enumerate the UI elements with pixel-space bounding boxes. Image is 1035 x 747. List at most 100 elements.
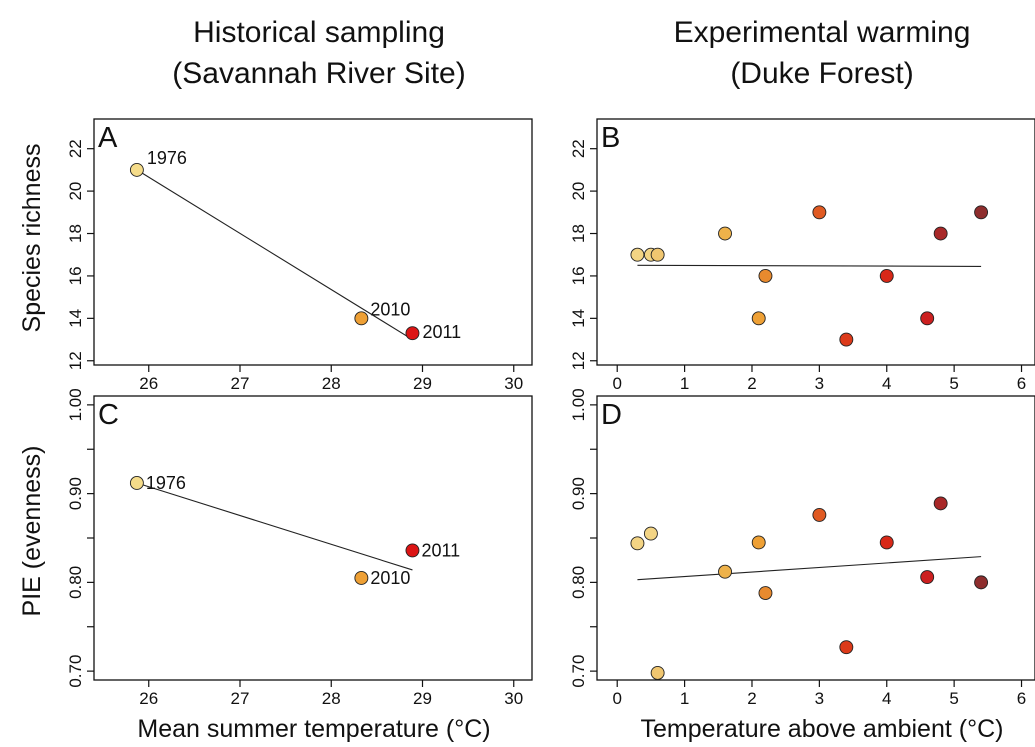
y-tick-label: 1.00: [569, 388, 588, 421]
data-point: [920, 311, 935, 326]
y-tick-label: 20: [66, 182, 85, 201]
x-tick-label: 29: [413, 374, 432, 393]
x-tick-label: 2: [747, 689, 756, 708]
panel-letter: B: [601, 122, 620, 154]
point-label: 1976: [146, 473, 186, 493]
point-label: 2010: [370, 299, 410, 319]
data-point: [650, 247, 665, 262]
data-point: [354, 311, 369, 326]
data-point: [920, 570, 935, 584]
x-tick-label: 3: [815, 374, 824, 393]
x-tick-label: 0: [612, 689, 621, 708]
y-tick-label: 12: [66, 351, 85, 370]
plot-area: [129, 476, 420, 585]
data-point: [933, 226, 948, 241]
data-point: [650, 665, 665, 680]
y-tick-label: 0.70: [66, 655, 85, 688]
data-point: [630, 247, 645, 262]
data-point: [879, 535, 894, 550]
x-tick-label: 4: [882, 689, 891, 708]
x-tick-label: 28: [322, 689, 341, 708]
x-tick-label: 5: [949, 689, 958, 708]
panel-letter: D: [601, 399, 622, 431]
x-tick-label: 27: [231, 374, 250, 393]
fit-line: [136, 482, 413, 571]
x-axis-label-mean-summer-temperature: Mean summer temperature (°C): [137, 715, 490, 743]
point-label: 2011: [421, 540, 460, 560]
y-tick-label: 16: [569, 266, 588, 285]
panel-a: A 26 27 28 29 30 12 14 16 18 20 22 1976 2010 2011: [66, 118, 533, 393]
x-tick-label: 26: [139, 374, 158, 393]
data-point: [129, 162, 144, 177]
plot-area: [630, 205, 989, 347]
left-column-title-line1: Historical sampling: [193, 16, 445, 49]
data-point: [974, 205, 989, 220]
data-point: [718, 564, 732, 579]
y-tick-label: 20: [569, 182, 588, 201]
x-tick-label: 29: [413, 689, 432, 708]
point-label: 2011: [422, 322, 461, 342]
point-label: 1976: [147, 148, 187, 168]
y-axis-label-pie-evenness: PIE (evenness): [18, 446, 46, 617]
x-tick-label: 27: [231, 689, 250, 708]
data-point: [812, 205, 827, 220]
data-point: [758, 586, 773, 600]
y-tick-label: 14: [569, 309, 588, 328]
panel-frame: [93, 118, 533, 366]
x-tick-label: 30: [504, 689, 523, 708]
point-label: 2010: [370, 568, 410, 588]
data-point: [405, 543, 420, 558]
data-point: [879, 268, 894, 283]
x-tick-label: 5: [949, 374, 958, 393]
panel-c: C 26 27 28 29 30 0.70 0.80 0.90 1.00 1976 2010 2011: [66, 388, 533, 708]
panel-d: D 0 1 2 3 4 5 6 0.70 0.80 0.90 1.00: [569, 388, 1035, 708]
data-point: [751, 535, 766, 550]
x-tick-label: 0: [612, 374, 621, 393]
y-tick-label: 0.90: [66, 477, 85, 510]
y-tick-label: 0.70: [569, 655, 588, 688]
y-tick-label: 18: [569, 224, 588, 243]
x-tick-label: 30: [504, 374, 523, 393]
y-tick-label: 1.00: [66, 388, 85, 421]
data-point: [839, 640, 854, 655]
y-tick-label: 0.80: [569, 566, 588, 599]
y-tick-label: 0.90: [569, 477, 588, 510]
data-point: [630, 536, 645, 551]
data-point: [812, 507, 827, 522]
plot-area: [129, 162, 420, 341]
x-tick-label: 3: [815, 689, 824, 708]
y-tick-label: 22: [569, 139, 588, 158]
right-column-title-line2: (Duke Forest): [730, 57, 913, 90]
left-column-title-line2: (Savannah River Site): [172, 57, 465, 90]
data-point: [933, 496, 948, 511]
y-axis-label-species-richness: Species richness: [18, 144, 46, 333]
fit-line: [637, 264, 982, 267]
x-tick-label: 26: [139, 689, 158, 708]
panel-letter: A: [98, 122, 118, 154]
x-tick-label: 6: [1017, 374, 1026, 393]
x-tick-label: 1: [680, 374, 689, 393]
y-tick-label: 14: [66, 309, 85, 328]
fit-line: [136, 169, 413, 341]
panel-letter: C: [98, 399, 119, 431]
data-point: [758, 268, 773, 283]
y-tick-label: 22: [66, 139, 85, 158]
data-point: [751, 311, 766, 326]
data-point: [129, 476, 144, 490]
fit-line: [637, 556, 982, 581]
panel-frame: [596, 118, 1035, 366]
x-tick-label: 1: [680, 689, 689, 708]
y-tick-label: 18: [66, 224, 85, 243]
panel-frame: [596, 395, 1035, 681]
data-point: [839, 332, 854, 347]
plot-area: [630, 496, 989, 680]
data-point: [718, 226, 732, 241]
x-tick-label: 2: [747, 374, 756, 393]
x-tick-label: 6: [1017, 689, 1026, 708]
data-point: [643, 526, 658, 541]
x-tick-label: 28: [322, 374, 341, 393]
data-point: [405, 326, 420, 341]
x-tick-label: 4: [882, 374, 891, 393]
